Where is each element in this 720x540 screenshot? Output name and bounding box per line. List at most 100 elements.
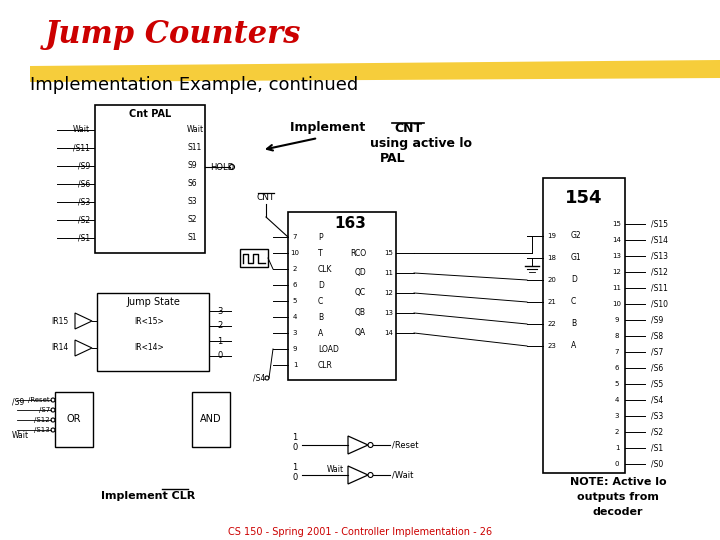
Bar	[95, 105, 205, 253]
Text: 9: 9	[293, 346, 297, 352]
Text: 2: 2	[217, 321, 222, 330]
Text: B: B	[571, 320, 576, 328]
Text: /S3: /S3	[78, 198, 90, 206]
Text: /S7: /S7	[651, 348, 663, 356]
Text: T: T	[318, 248, 323, 258]
Bar	[55, 392, 93, 447]
Text: 0: 0	[217, 352, 222, 361]
Text: 0: 0	[615, 461, 619, 467]
Text: 0: 0	[292, 474, 297, 483]
Text: /S12: /S12	[35, 417, 50, 423]
Text: /S11: /S11	[651, 284, 668, 293]
Text: 10: 10	[290, 250, 300, 256]
Text: /S4: /S4	[651, 395, 663, 404]
Text: S11: S11	[187, 144, 202, 152]
Text: using active lo: using active lo	[370, 137, 472, 150]
Text: 1: 1	[217, 336, 222, 346]
Text: 4: 4	[293, 314, 297, 320]
Text: /S4: /S4	[253, 374, 265, 382]
Bar	[192, 392, 230, 447]
Text: /S7: /S7	[39, 407, 50, 413]
Text: /S14: /S14	[651, 235, 668, 245]
Text: 12: 12	[384, 290, 393, 296]
Text: AND: AND	[200, 415, 222, 424]
Text: 2: 2	[615, 429, 619, 435]
Text: 8: 8	[615, 333, 619, 339]
Text: 9: 9	[615, 317, 619, 323]
Text: 10: 10	[613, 301, 621, 307]
Text: A: A	[571, 341, 576, 350]
Text: /S6: /S6	[78, 179, 90, 188]
Text: CNT: CNT	[257, 193, 275, 202]
Text: Wait: Wait	[73, 125, 90, 134]
Text: QD: QD	[354, 268, 366, 278]
Text: 3: 3	[293, 330, 297, 336]
Text: Wait: Wait	[187, 125, 204, 134]
Text: 21: 21	[548, 299, 557, 305]
Text: 14: 14	[613, 237, 621, 243]
Text: CS 150 - Spring 2001 - Controller Implementation - 26: CS 150 - Spring 2001 - Controller Implem…	[228, 527, 492, 537]
Text: LOAD: LOAD	[318, 345, 339, 354]
Text: Jump Counters: Jump Counters	[45, 19, 302, 51]
Text: QB: QB	[355, 308, 366, 318]
Text: S6: S6	[187, 179, 197, 188]
Text: /S1: /S1	[651, 443, 663, 453]
Text: 0: 0	[292, 443, 297, 453]
Text: /S12: /S12	[651, 267, 668, 276]
Text: HOLD: HOLD	[210, 163, 234, 172]
Text: 20: 20	[548, 277, 557, 283]
Text: RCO: RCO	[350, 248, 366, 258]
Text: A: A	[318, 328, 323, 338]
Text: 4: 4	[615, 397, 619, 403]
Text: S9: S9	[187, 161, 197, 171]
Text: Implement: Implement	[290, 122, 370, 134]
Text: 18: 18	[547, 255, 557, 261]
Text: 154: 154	[565, 189, 603, 207]
Text: /S9: /S9	[12, 397, 24, 407]
Polygon shape	[30, 60, 720, 82]
Text: S1: S1	[187, 233, 197, 242]
Text: IR14: IR14	[52, 343, 69, 353]
Bar	[97, 293, 209, 371]
Text: /S5: /S5	[651, 380, 663, 388]
Text: 19: 19	[547, 233, 557, 239]
Text: /S0: /S0	[651, 460, 663, 469]
Text: D: D	[571, 275, 577, 285]
Text: /S2: /S2	[78, 215, 90, 225]
Text: 22: 22	[548, 321, 557, 327]
Text: 13: 13	[384, 310, 394, 316]
Text: Wait: Wait	[12, 431, 29, 441]
Text: 5: 5	[293, 298, 297, 304]
Text: 6: 6	[615, 365, 619, 371]
Text: 12: 12	[613, 269, 621, 275]
Bar	[240, 249, 268, 267]
Text: 7: 7	[293, 234, 297, 240]
Text: 23: 23	[548, 343, 557, 349]
Text: QC: QC	[355, 288, 366, 298]
Text: 13: 13	[613, 253, 621, 259]
Text: Cnt PAL: Cnt PAL	[129, 109, 171, 119]
Text: G1: G1	[571, 253, 582, 262]
Text: IR15: IR15	[52, 316, 69, 326]
Bar	[543, 178, 625, 473]
Text: /S9: /S9	[78, 161, 90, 171]
Text: CNT: CNT	[394, 122, 422, 134]
Text: QA: QA	[355, 328, 366, 338]
Text: 163: 163	[334, 217, 366, 232]
Text: Jump State: Jump State	[126, 297, 180, 307]
Text: 3: 3	[615, 413, 619, 419]
Text: S3: S3	[187, 198, 197, 206]
Text: D: D	[318, 280, 324, 289]
Text: 1: 1	[292, 434, 297, 442]
Text: 1: 1	[615, 445, 619, 451]
Text: /S9: /S9	[651, 315, 663, 325]
Text: CLK: CLK	[318, 265, 333, 273]
Text: /S11: /S11	[73, 144, 90, 152]
Text: /S8: /S8	[651, 332, 663, 341]
Text: 2: 2	[293, 266, 297, 272]
Text: 15: 15	[613, 221, 621, 227]
Text: 5: 5	[615, 381, 619, 387]
Text: B: B	[318, 313, 323, 321]
Text: IR<14>: IR<14>	[134, 343, 164, 353]
Text: 15: 15	[384, 250, 393, 256]
